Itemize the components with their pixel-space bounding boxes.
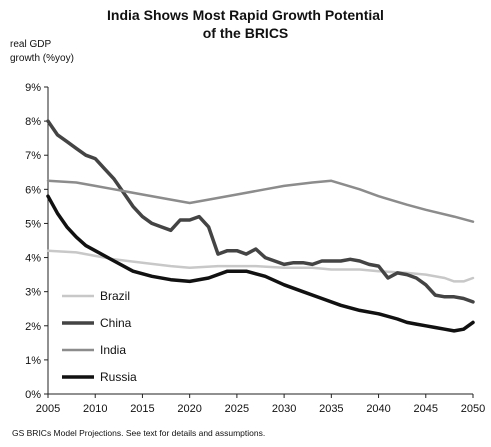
legend-label-brazil: Brazil bbox=[100, 289, 130, 303]
x-tick-label: 2005 bbox=[36, 403, 60, 415]
chart-title-line-2: of the BRICS bbox=[202, 25, 289, 41]
chart-title-line-1: India Shows Most Rapid Growth Potential bbox=[107, 7, 384, 23]
series-line-china bbox=[46, 119, 475, 304]
x-tick-label: 2025 bbox=[225, 403, 249, 415]
x-tick-label: 2050 bbox=[461, 403, 485, 415]
series-line-brazil bbox=[46, 249, 475, 283]
chart-title: India Shows Most Rapid Growth Potential … bbox=[0, 6, 491, 42]
y-tick-label: 6% bbox=[25, 184, 41, 196]
y-tick-label: 8% bbox=[25, 116, 41, 128]
x-tick-label: 2015 bbox=[130, 403, 154, 415]
y-axis-label-line-2: growth (%yoy) bbox=[10, 53, 74, 64]
y-tick-label: 5% bbox=[25, 218, 41, 230]
legend-label-china: China bbox=[100, 316, 132, 330]
y-tick-label: 3% bbox=[25, 287, 41, 299]
legend-label-russia: Russia bbox=[100, 370, 137, 384]
x-tick-label: 2035 bbox=[319, 403, 343, 415]
y-tick-label: 0% bbox=[25, 389, 41, 401]
y-tick-label: 1% bbox=[25, 355, 41, 367]
x-tick-label: 2030 bbox=[272, 403, 296, 415]
y-axis-label-line-1: real GDP bbox=[10, 39, 52, 50]
series-line-russia bbox=[46, 194, 475, 333]
y-axis-label: real GDP growth (%yoy) bbox=[10, 38, 74, 66]
y-tick-label: 9% bbox=[25, 82, 41, 94]
legend-label-india: India bbox=[100, 343, 126, 357]
source-note: GS BRICs Model Projections. See text for… bbox=[12, 428, 266, 438]
y-tick-label: 7% bbox=[25, 150, 41, 162]
x-tick-label: 2020 bbox=[177, 403, 201, 415]
x-tick-label: 2010 bbox=[83, 403, 107, 415]
x-tick-label: 2040 bbox=[366, 403, 390, 415]
x-tick-label: 2045 bbox=[414, 403, 438, 415]
y-tick-label: 2% bbox=[25, 321, 41, 333]
series-line-india bbox=[46, 179, 475, 223]
y-tick-label: 4% bbox=[25, 253, 41, 265]
